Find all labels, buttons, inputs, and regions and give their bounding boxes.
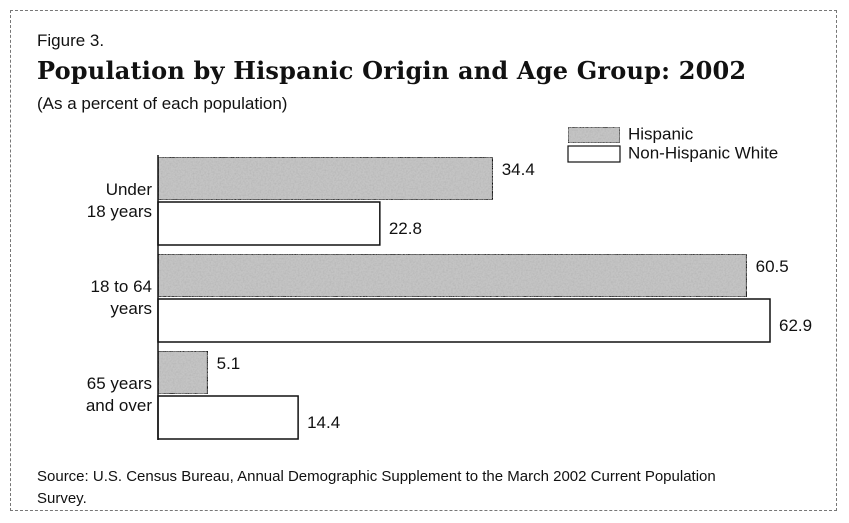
figure-label: Figure 3. (37, 31, 105, 50)
legend-label: Non-Hispanic White (628, 143, 778, 162)
legend-swatch (567, 145, 621, 163)
value-label: 60.5 (756, 257, 789, 276)
category-label: 65 years and over (85, 374, 152, 415)
bar (157, 350, 209, 395)
category-label: Under 18 years (86, 180, 152, 221)
bar (157, 395, 299, 440)
bar (157, 156, 494, 201)
bar (157, 253, 748, 298)
legend-swatch (567, 126, 621, 144)
bar (157, 201, 381, 246)
chart-title: Population by Hispanic Origin and Age Gr… (37, 56, 747, 85)
chart-subtitle: (As a percent of each population) (37, 94, 288, 113)
value-label: 14.4 (307, 413, 340, 432)
figure-frame (10, 10, 837, 511)
value-label: 34.4 (502, 160, 535, 179)
category-label: 18 to 64 years (90, 277, 152, 318)
value-label: 22.8 (389, 219, 422, 238)
value-label: 5.1 (217, 354, 241, 373)
bar (157, 298, 771, 343)
legend-label: Hispanic (628, 124, 694, 143)
source-note: Source: U.S. Census Bureau, Annual Demog… (37, 468, 716, 507)
value-label: 62.9 (779, 316, 812, 335)
